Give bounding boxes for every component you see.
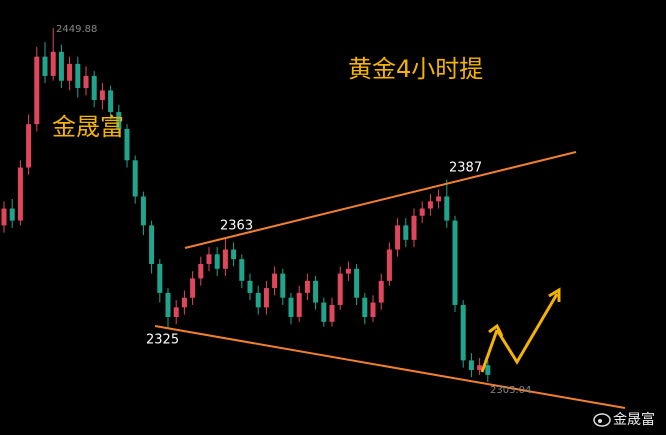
watermark: 金晟富 xyxy=(52,113,124,141)
low-label: 2303.04 xyxy=(490,385,531,396)
candle-body xyxy=(436,196,442,202)
chart-title: 黄金4小时提 xyxy=(348,55,483,83)
candle-body xyxy=(206,254,212,264)
candle-body xyxy=(34,56,40,125)
candle-body xyxy=(222,249,228,269)
candle-body xyxy=(247,280,253,293)
candle-body xyxy=(42,56,48,76)
candle-body xyxy=(452,220,458,305)
candle-body xyxy=(26,124,32,168)
low-label: 2325 xyxy=(146,333,179,348)
candle-body xyxy=(50,51,56,76)
credit: 金晟富 xyxy=(613,411,655,428)
candle-body xyxy=(263,288,269,308)
candle-body xyxy=(378,280,384,303)
candle-body xyxy=(67,63,73,81)
candle-body xyxy=(157,263,163,293)
candle-body xyxy=(99,90,105,101)
candle-body xyxy=(313,280,319,303)
weibo-icon xyxy=(593,413,611,427)
candles xyxy=(1,28,491,382)
candle-body xyxy=(9,208,15,221)
candle-body xyxy=(345,268,351,274)
candle-body xyxy=(255,292,261,308)
upper-trend-line xyxy=(184,151,577,249)
candle-body xyxy=(296,292,302,318)
candle-body xyxy=(181,297,187,308)
candle-body xyxy=(124,128,130,161)
candle-body xyxy=(1,208,7,226)
candle-body xyxy=(140,196,146,226)
candle-body xyxy=(149,225,155,264)
candle-body xyxy=(91,75,97,101)
candle-body xyxy=(329,304,335,322)
candle-body xyxy=(386,249,392,281)
candle-body xyxy=(288,297,294,318)
candle-body xyxy=(337,273,343,305)
candle-body xyxy=(17,167,23,221)
candle-body xyxy=(427,201,433,209)
candle-body xyxy=(444,196,450,221)
candle-body xyxy=(198,263,204,279)
candle-body xyxy=(132,160,138,197)
candle-body xyxy=(83,75,89,88)
candle-body xyxy=(280,273,286,298)
candle-body xyxy=(460,304,466,361)
candle-body xyxy=(231,249,237,260)
candle-body xyxy=(214,254,220,269)
candle-body xyxy=(477,365,483,371)
candle-body xyxy=(354,268,360,298)
candle-body xyxy=(304,280,310,293)
high-label: 2387 xyxy=(449,161,482,176)
candle-body xyxy=(468,360,474,371)
candle-body xyxy=(239,259,245,281)
candle-body xyxy=(272,273,278,289)
candle-body xyxy=(116,112,122,129)
candle-body xyxy=(362,297,368,318)
candle-body xyxy=(165,292,171,318)
lower-trend-line xyxy=(154,325,626,409)
forecast-arrows xyxy=(480,287,561,373)
candle-body xyxy=(321,302,327,322)
high-label: 2449.88 xyxy=(56,24,97,35)
candle-body xyxy=(485,365,491,375)
candle-body xyxy=(173,307,179,318)
candle-body xyxy=(75,63,81,88)
candle-body xyxy=(403,225,409,240)
candle-body xyxy=(419,208,425,216)
candle-body xyxy=(395,225,401,250)
candle-body xyxy=(370,302,376,318)
high-label: 2363 xyxy=(220,219,253,234)
candle-body xyxy=(411,215,417,240)
candle-body xyxy=(108,90,114,113)
candle-body xyxy=(58,51,64,81)
candle-body xyxy=(190,278,196,298)
